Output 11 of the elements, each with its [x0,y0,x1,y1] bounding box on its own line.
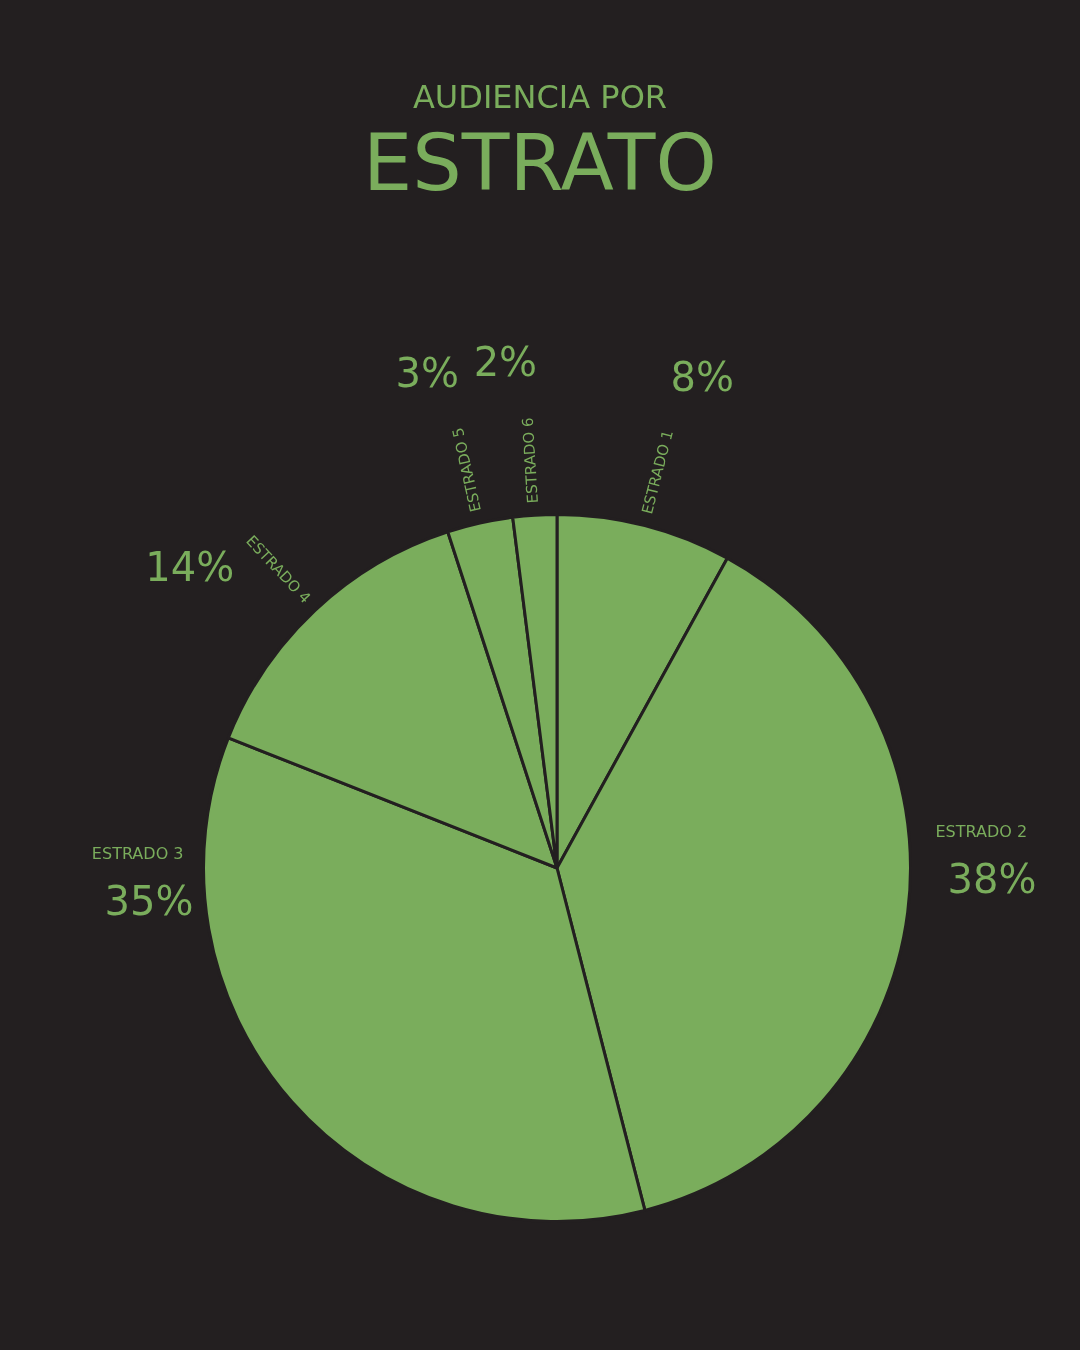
slice-label: ESTRADO 2 [935,822,1028,842]
chart-title: AUDIENCIA POR [411,78,669,116]
slice-label: ESTRADO 6 [518,416,542,504]
slice-label: ESTRADO 3 [91,843,184,863]
chart-subtitle: ESTRATO [362,118,718,208]
data-label: 38% [947,856,1037,903]
data-label: 14% [145,543,235,590]
data-label: 2% [473,338,538,385]
data-label: 35% [104,877,194,924]
data-label: 8% [670,353,734,400]
data-label: 3% [395,350,459,397]
